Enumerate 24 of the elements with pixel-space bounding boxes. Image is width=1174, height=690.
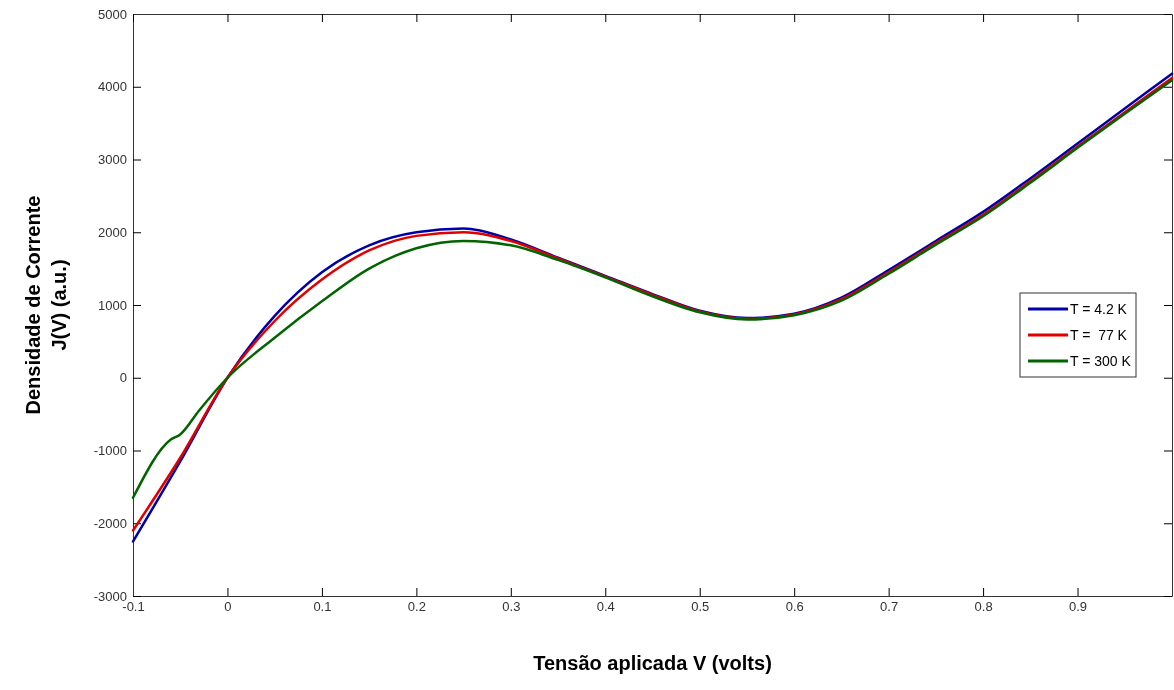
x-tick-label: 0.3 xyxy=(502,599,521,615)
y-axis-title: Densidade de Corrente J(V) (a.u.) xyxy=(22,195,70,415)
y-tick-label: 2000 xyxy=(98,224,127,240)
y-tick-label: 1000 xyxy=(98,297,127,313)
legend-label: T = 77 K xyxy=(1070,327,1128,343)
legend-label: T = 300 K xyxy=(1070,353,1132,369)
y-tick-label: 5000 xyxy=(98,6,127,22)
y-tick-label: 0 xyxy=(119,370,127,386)
y-tick-label: -1000 xyxy=(93,443,127,459)
y-tick-label: 4000 xyxy=(98,79,127,95)
y-tick-label: -2000 xyxy=(93,515,127,531)
x-tick-label: 0.9 xyxy=(1069,599,1088,615)
x-tick-label: 0.6 xyxy=(785,599,804,615)
x-tick-label: 0.2 xyxy=(407,599,426,615)
y-tick-label: -3000 xyxy=(93,588,127,604)
legend-label: T = 4.2 K xyxy=(1070,301,1128,317)
x-tick-label: 0.8 xyxy=(974,599,993,615)
x-tick-label: 0.4 xyxy=(596,599,615,615)
x-tick-label: 0.5 xyxy=(691,599,710,615)
x-axis-title: Tensão aplicada V (volts) xyxy=(533,652,772,674)
x-tick-label: 0 xyxy=(224,599,232,615)
y-tick-label: 3000 xyxy=(98,152,127,168)
x-tick-label: 0.7 xyxy=(880,599,899,615)
x-tick-label: 0.1 xyxy=(313,599,332,615)
